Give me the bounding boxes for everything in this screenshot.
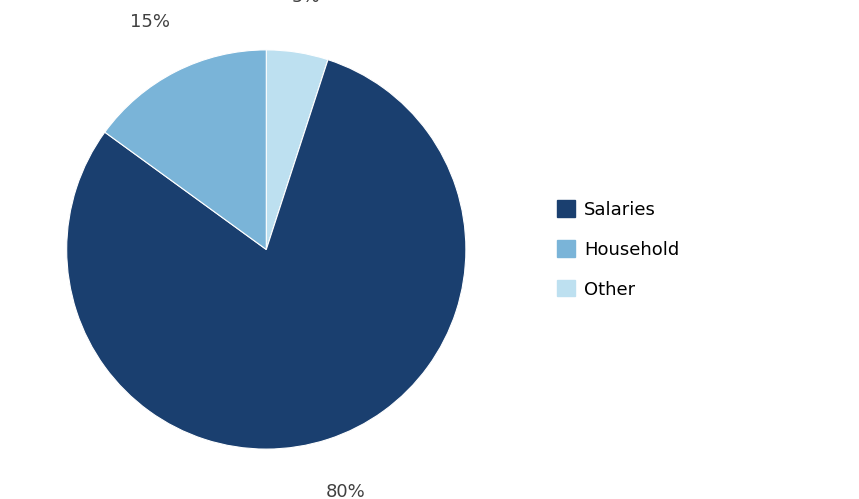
Legend: Salaries, Household, Other: Salaries, Household, Other [550, 193, 686, 306]
Text: 80%: 80% [326, 484, 365, 499]
Wedge shape [105, 50, 266, 250]
Text: 5%: 5% [292, 0, 320, 6]
Text: 15%: 15% [131, 13, 170, 31]
Wedge shape [266, 50, 328, 250]
Wedge shape [67, 60, 466, 449]
